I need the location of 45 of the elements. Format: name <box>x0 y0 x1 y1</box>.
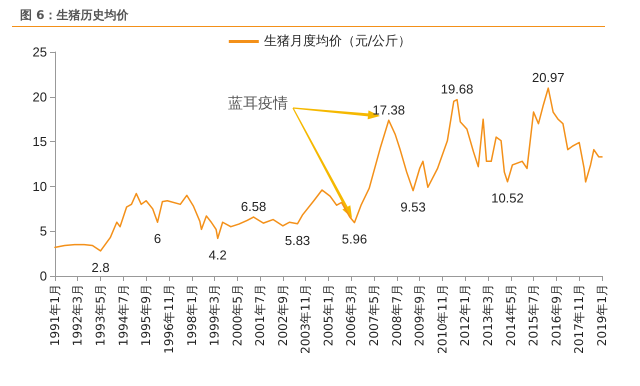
data-label: 9.53 <box>400 200 426 215</box>
x-tick-label: 1998年1月 <box>184 284 199 346</box>
x-tick-label: 2015年7月 <box>526 284 541 346</box>
data-label: 6 <box>154 231 162 246</box>
x-tick-label: 1993年5月 <box>94 284 108 346</box>
x-tick-label: 2007年5月 <box>366 284 381 346</box>
x-tick-label: 2019年1月 <box>595 284 609 346</box>
x-tick-label: 2000年5月 <box>230 284 244 346</box>
y-tick-label: 15 <box>32 134 47 150</box>
x-tick-label: 1991年1月 <box>48 284 62 346</box>
x-tick-label: 1992年3月 <box>70 284 85 346</box>
data-label: 17.38 <box>372 102 406 118</box>
x-tick-label: 2003年11月 <box>298 284 313 354</box>
x-tick-label: 2001年7月 <box>253 284 268 346</box>
y-tick-label: 25 <box>32 44 47 60</box>
data-label: 6.58 <box>240 199 266 214</box>
y-tick-label: 20 <box>32 89 47 104</box>
x-tick-label: 2002年9月 <box>276 284 290 346</box>
x-tick-label: 2014年5月 <box>504 284 518 346</box>
x-tick-label: 2009年9月 <box>412 284 427 346</box>
x-tick-label: 1999年3月 <box>207 284 222 346</box>
x-tick-label: 2005年1月 <box>322 284 336 346</box>
x-tick-label: 2008年7月 <box>390 284 404 346</box>
data-label: 10.52 <box>491 190 524 206</box>
x-tick-label: 2010年11月 <box>435 284 450 354</box>
data-label: 5.83 <box>284 232 310 248</box>
data-label: 2.8 <box>91 260 110 275</box>
data-label: 5.96 <box>342 232 368 247</box>
x-tick-label: 2017年11月 <box>572 284 586 354</box>
y-tick-label: 0 <box>40 268 47 284</box>
y-tick-label: 5 <box>40 224 47 239</box>
x-tick-label: 1995年9月 <box>139 284 154 346</box>
x-tick-label: 1994年7月 <box>116 284 130 346</box>
x-tick-label: 2013年3月 <box>480 284 495 346</box>
x-tick-label: 2012年1月 <box>458 284 472 346</box>
x-tick-label: 1996年11月 <box>162 284 176 354</box>
y-tick-label: 10 <box>32 178 47 194</box>
data-label: 4.2 <box>208 247 227 262</box>
x-tick-label: 2016年9月 <box>549 284 564 346</box>
annotation: 蓝耳疫情 <box>228 95 288 112</box>
chart-title: 图 6：生猪历史均价 <box>12 4 605 27</box>
data-label: 19.68 <box>440 82 474 97</box>
legend-label: 生猪月度均价（元/公斤） <box>264 33 412 49</box>
x-tick-label: 2006年3月 <box>344 284 358 346</box>
data-label: 20.97 <box>532 70 565 86</box>
